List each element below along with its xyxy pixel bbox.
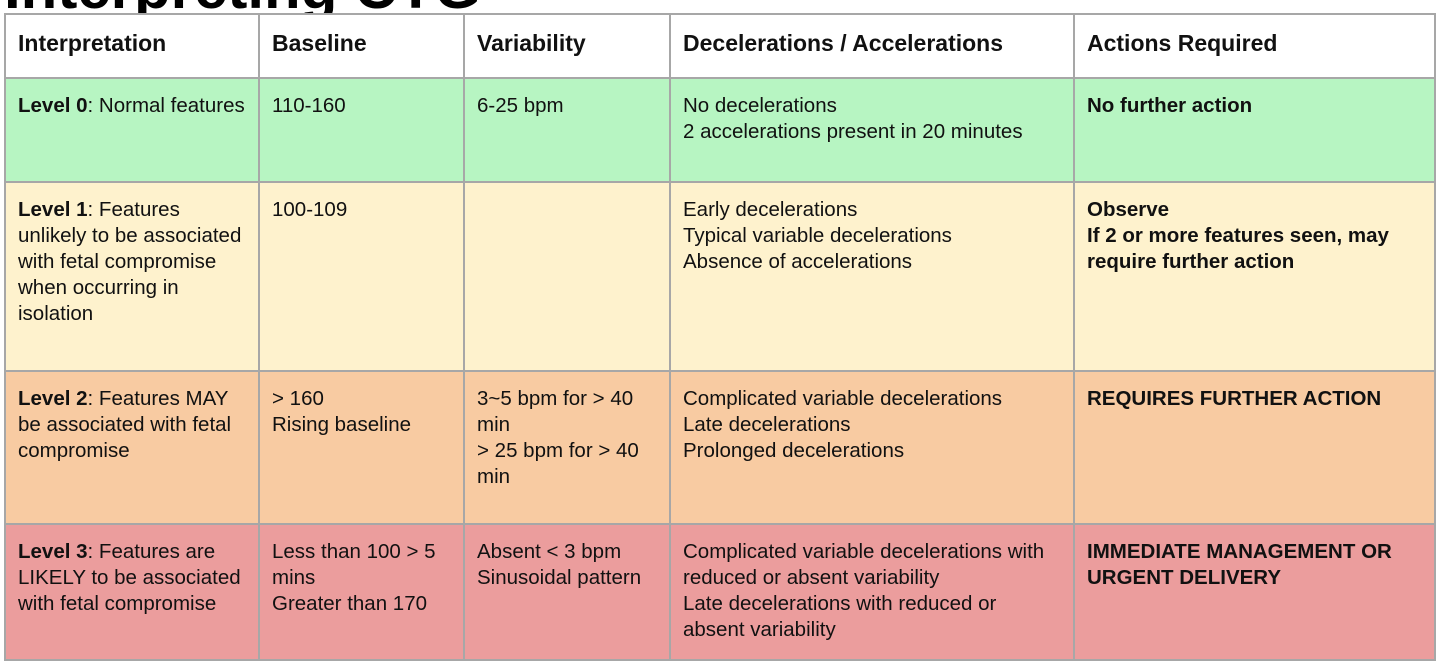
cell-line: Typical variable decelerations xyxy=(683,224,952,248)
cell-line: 100-109 xyxy=(272,198,348,222)
level-label: Level 1 xyxy=(18,198,88,222)
interpretation-cell: Level 1: Features unlikely to be associa… xyxy=(4,181,260,372)
cell-line: Absence of accelerations xyxy=(683,250,913,274)
page-heading: Interpreting CTG xyxy=(4,0,481,13)
decelerations-cell: No decelerations 2 accelerations present … xyxy=(669,76,1075,184)
cell-line: 6-25 bpm xyxy=(477,94,564,117)
level-label: Level 0 xyxy=(18,94,88,117)
cell-line: Early decelerations xyxy=(683,198,858,222)
cell-line: 2 accelerations present in 20 minutes xyxy=(683,120,1023,143)
cell-line: Greater than 170 xyxy=(272,592,427,616)
level-description: : Features unlikely to be associated wit… xyxy=(18,198,242,326)
level-label: Level 3 xyxy=(18,540,88,564)
table-row: Level 2: Features MAY be associated with… xyxy=(4,369,1436,526)
cell-line: Rising baseline xyxy=(272,413,412,436)
actions-cell: No further action xyxy=(1073,76,1436,184)
column-header-decelerations: Decelerations / Accelerations xyxy=(669,13,1075,79)
cell-line: No further action xyxy=(1087,94,1253,117)
baseline-cell: 100-109 xyxy=(258,181,465,372)
level-description: : Features MAY be associated with fetal … xyxy=(18,387,232,462)
cell-line: Complicated variable decelerations xyxy=(683,387,1003,410)
cell-line: Complicated variable decelerations with … xyxy=(683,540,1045,590)
variability-cell: 3~5 bpm for > 40 min > 25 bpm for > 40 mi… xyxy=(463,369,671,526)
baseline-cell: > 160 Rising baseline xyxy=(258,369,465,526)
level-description: : Normal features xyxy=(87,94,245,117)
cell-line: No decelerations xyxy=(683,94,837,117)
level-description: : Features are LIKELY to be associated w… xyxy=(18,540,241,616)
cell-line: IMMEDIATE MANAGEMENT OR URGENT DELIVERY xyxy=(1087,540,1392,590)
interpretation-cell: Level 3: Features are LIKELY to be assoc… xyxy=(4,523,260,661)
variability-cell xyxy=(463,181,671,372)
interpretation-cell: Level 0: Normal features xyxy=(4,76,260,184)
decelerations-cell: Complicated variable decelerations with … xyxy=(669,523,1075,661)
actions-cell: Observe If 2 or more features seen, may r… xyxy=(1073,181,1436,372)
interpretation-cell: Level 2: Features MAY be associated with… xyxy=(4,369,260,526)
column-header-baseline: Baseline xyxy=(258,13,465,79)
cell-line: 3~5 bpm for > 40 min xyxy=(477,387,634,436)
baseline-cell: Less than 100 > 5 mins Greater than 170 xyxy=(258,523,465,661)
table-row: Level 0: Normal features 110-160 6-25 bp… xyxy=(4,76,1436,184)
table-row: Level 1: Features unlikely to be associa… xyxy=(4,181,1436,372)
cell-line: If 2 or more features seen, may require … xyxy=(1087,224,1389,274)
column-header-actions: Actions Required xyxy=(1073,13,1436,79)
heading-clip: Interpreting CTG xyxy=(0,0,1440,13)
ctg-interpretation-table: Interpretation Baseline Variability Dece… xyxy=(4,13,1436,661)
decelerations-cell: Early decelerations Typical variable dece… xyxy=(669,181,1075,372)
decelerations-cell: Complicated variable decelerations Late d… xyxy=(669,369,1075,526)
cell-line: Late decelerations xyxy=(683,413,851,436)
cell-line: Sinusoidal pattern xyxy=(477,566,642,590)
table-row: Level 3: Features are LIKELY to be assoc… xyxy=(4,523,1436,661)
actions-cell: REQUIRES FURTHER ACTION xyxy=(1073,369,1436,526)
actions-cell: IMMEDIATE MANAGEMENT OR URGENT DELIVERY xyxy=(1073,523,1436,661)
level-label: Level 2 xyxy=(18,387,88,410)
cell-line: > 25 bpm for > 40 min xyxy=(477,439,639,488)
cell-line: Less than 100 > 5 mins xyxy=(272,540,436,590)
variability-cell: 6-25 bpm xyxy=(463,76,671,184)
cell-line: Late decelerations with reduced or absen… xyxy=(683,592,997,642)
baseline-cell: 110-160 xyxy=(258,76,465,184)
cell-line: Absent < 3 bpm xyxy=(477,540,622,564)
cell-line: > 160 xyxy=(272,387,324,410)
variability-cell: Absent < 3 bpm Sinusoidal pattern xyxy=(463,523,671,661)
cell-line: REQUIRES FURTHER ACTION xyxy=(1087,387,1382,410)
header-row: Interpretation Baseline Variability Dece… xyxy=(4,13,1436,79)
cell-line: Prolonged decelerations xyxy=(683,439,905,462)
cell-line: 110-160 xyxy=(272,94,346,117)
column-header-interpretation: Interpretation xyxy=(4,13,260,79)
column-header-variability: Variability xyxy=(463,13,671,79)
cell-line: Observe xyxy=(1087,198,1170,222)
